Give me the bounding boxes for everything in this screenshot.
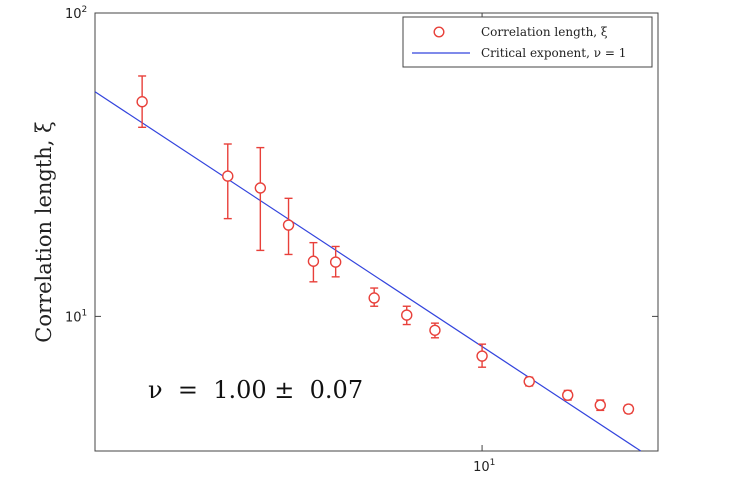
y-tick-label: 101 [65, 308, 87, 325]
data-point [222, 143, 234, 220]
y-tick-label: 102 [65, 5, 87, 22]
data-point [368, 287, 380, 307]
point-marker [136, 96, 148, 108]
exponent-annotation: ν = 1.00 ± 0.07 [148, 376, 363, 404]
legend-box [402, 16, 653, 68]
axis-ticks: 101 101 102 [65, 5, 658, 475]
legend-marker-correlation [433, 26, 445, 38]
point-marker [594, 399, 606, 411]
point-marker [282, 219, 295, 231]
data-point [523, 375, 535, 388]
data-point [622, 403, 635, 415]
fit-line [94, 91, 642, 452]
point-marker [523, 375, 535, 388]
data-point [401, 305, 413, 326]
point-marker [329, 256, 342, 268]
point-marker [562, 389, 574, 401]
point-marker [368, 292, 380, 304]
data-point [562, 389, 574, 401]
data-point [254, 146, 267, 252]
y-axis-label: Correlation length, ξ [32, 121, 56, 342]
data-point [594, 399, 606, 412]
point-marker [254, 182, 267, 194]
x-tick-label: 101 [473, 458, 495, 475]
fit-line-layer [94, 91, 642, 452]
data-point [136, 75, 148, 129]
data-point [282, 197, 295, 256]
data-point [307, 241, 320, 283]
data-points-layer [136, 75, 635, 415]
point-marker [401, 309, 413, 321]
point-marker [622, 403, 635, 415]
point-marker [476, 350, 488, 362]
data-point [476, 343, 488, 368]
data-point [329, 245, 342, 278]
point-marker [429, 324, 441, 336]
data-point [429, 322, 441, 339]
point-marker [222, 170, 234, 182]
legend: Correlation length, ξ Critical exponent,… [402, 16, 653, 68]
legend-label-correlation: Correlation length, ξ [481, 25, 608, 39]
point-marker [307, 255, 320, 267]
legend-label-critical: Critical exponent, ν = 1 [481, 46, 626, 60]
axes-box [94, 12, 659, 452]
